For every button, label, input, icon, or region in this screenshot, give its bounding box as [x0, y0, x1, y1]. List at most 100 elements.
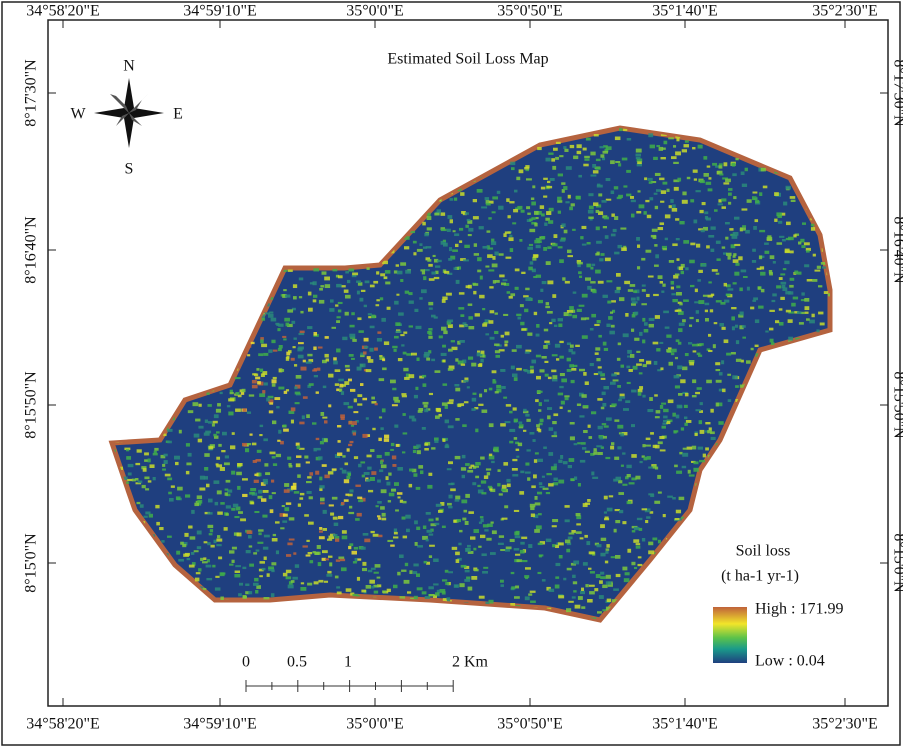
- raster-cell: [587, 242, 591, 244]
- raster-cell: [654, 501, 660, 504]
- raster-cell: [655, 416, 660, 418]
- raster-cell: [426, 539, 429, 542]
- raster-cell: [283, 425, 286, 427]
- raster-cell: [362, 398, 367, 400]
- raster-cell: [494, 450, 499, 452]
- raster-cell: [418, 465, 423, 469]
- raster-cell: [341, 502, 344, 505]
- raster-cell: [655, 206, 658, 209]
- raster-cell: [278, 387, 284, 390]
- raster-cell: [551, 466, 557, 470]
- raster-cell: [580, 236, 583, 239]
- raster-cell: [573, 156, 578, 160]
- raster-cell: [525, 567, 531, 569]
- raster-cell: [584, 535, 588, 538]
- raster-cell: [690, 199, 694, 202]
- raster-cell: [388, 500, 391, 502]
- raster-cell: [546, 302, 549, 305]
- raster-cell: [367, 455, 372, 458]
- raster-cell: [395, 322, 400, 326]
- raster-cell: [604, 511, 607, 513]
- raster-cell: [264, 535, 270, 538]
- raster-cell: [509, 235, 512, 237]
- raster-cell: [464, 401, 469, 403]
- raster-cell: [488, 486, 492, 489]
- raster-cell: [566, 549, 570, 553]
- raster-cell: [337, 316, 341, 318]
- raster-cell: [442, 439, 445, 442]
- raster-cell: [368, 490, 373, 492]
- raster-cell: [361, 547, 366, 550]
- raster-cell: [648, 550, 654, 554]
- raster-cell: [591, 411, 596, 414]
- raster-cell: [559, 555, 563, 558]
- raster-cell: [666, 335, 671, 338]
- raster-cell: [377, 331, 381, 333]
- raster-cell: [277, 328, 280, 331]
- raster-cell: [348, 421, 352, 424]
- raster-cell: [503, 233, 506, 237]
- raster-cell: [509, 296, 513, 299]
- raster-cell: [673, 162, 679, 164]
- raster-cell: [264, 463, 268, 466]
- raster-cell: [416, 573, 420, 577]
- raster-cell: [150, 464, 155, 468]
- raster-cell: [178, 559, 184, 562]
- raster-cell: [448, 425, 454, 428]
- raster-cell: [568, 314, 572, 317]
- raster-cell: [546, 261, 551, 265]
- raster-cell: [676, 510, 681, 514]
- raster-cell: [577, 404, 581, 407]
- raster-cell: [547, 186, 553, 188]
- raster-cell: [634, 527, 639, 530]
- raster-cell: [547, 415, 551, 419]
- raster-cell: [507, 291, 511, 294]
- raster-cell: [625, 400, 630, 403]
- raster-cell: [341, 285, 345, 287]
- raster-cell: [677, 365, 682, 369]
- raster-cell: [712, 163, 717, 166]
- raster-cell: [220, 392, 223, 394]
- raster-cell: [456, 519, 461, 522]
- raster-cell: [358, 464, 361, 467]
- raster-cell: [496, 385, 501, 389]
- raster-cell: [527, 477, 530, 480]
- raster-cell: [242, 567, 246, 569]
- raster-cell: [449, 247, 452, 251]
- raster-cell: [225, 455, 229, 458]
- raster-cell: [701, 230, 705, 233]
- raster-cell: [602, 403, 606, 407]
- raster-cell: [561, 379, 567, 383]
- raster-cell: [427, 530, 432, 533]
- raster-cell: [558, 211, 561, 214]
- raster-cell: [638, 556, 642, 558]
- raster-cell: [663, 311, 669, 314]
- raster-cell: [336, 320, 340, 323]
- raster-cell: [358, 499, 363, 502]
- raster-cell: [717, 258, 721, 261]
- raster-cell: [785, 250, 790, 253]
- raster-cell: [611, 556, 615, 558]
- raster-cell: [364, 338, 369, 342]
- raster-cell: [552, 294, 556, 298]
- raster-cell: [544, 341, 549, 343]
- raster-cell: [413, 450, 416, 453]
- raster-cell: [510, 539, 515, 542]
- raster-cell: [545, 306, 550, 308]
- raster-cell: [552, 519, 558, 522]
- raster-cell: [539, 486, 544, 488]
- raster-cell: [704, 173, 709, 177]
- raster-cell: [326, 574, 332, 577]
- raster-cell: [638, 190, 641, 192]
- raster-cell: [423, 247, 427, 249]
- raster-cell: [413, 252, 416, 255]
- raster-cell: [382, 358, 385, 361]
- raster-cell: [759, 255, 762, 259]
- raster-cell: [259, 575, 263, 577]
- raster-cell: [475, 429, 478, 433]
- raster-cell: [565, 397, 569, 400]
- raster-cell: [208, 525, 214, 528]
- raster-cell: [780, 297, 785, 300]
- raster-cell: [726, 353, 731, 356]
- raster-cell: [700, 180, 705, 183]
